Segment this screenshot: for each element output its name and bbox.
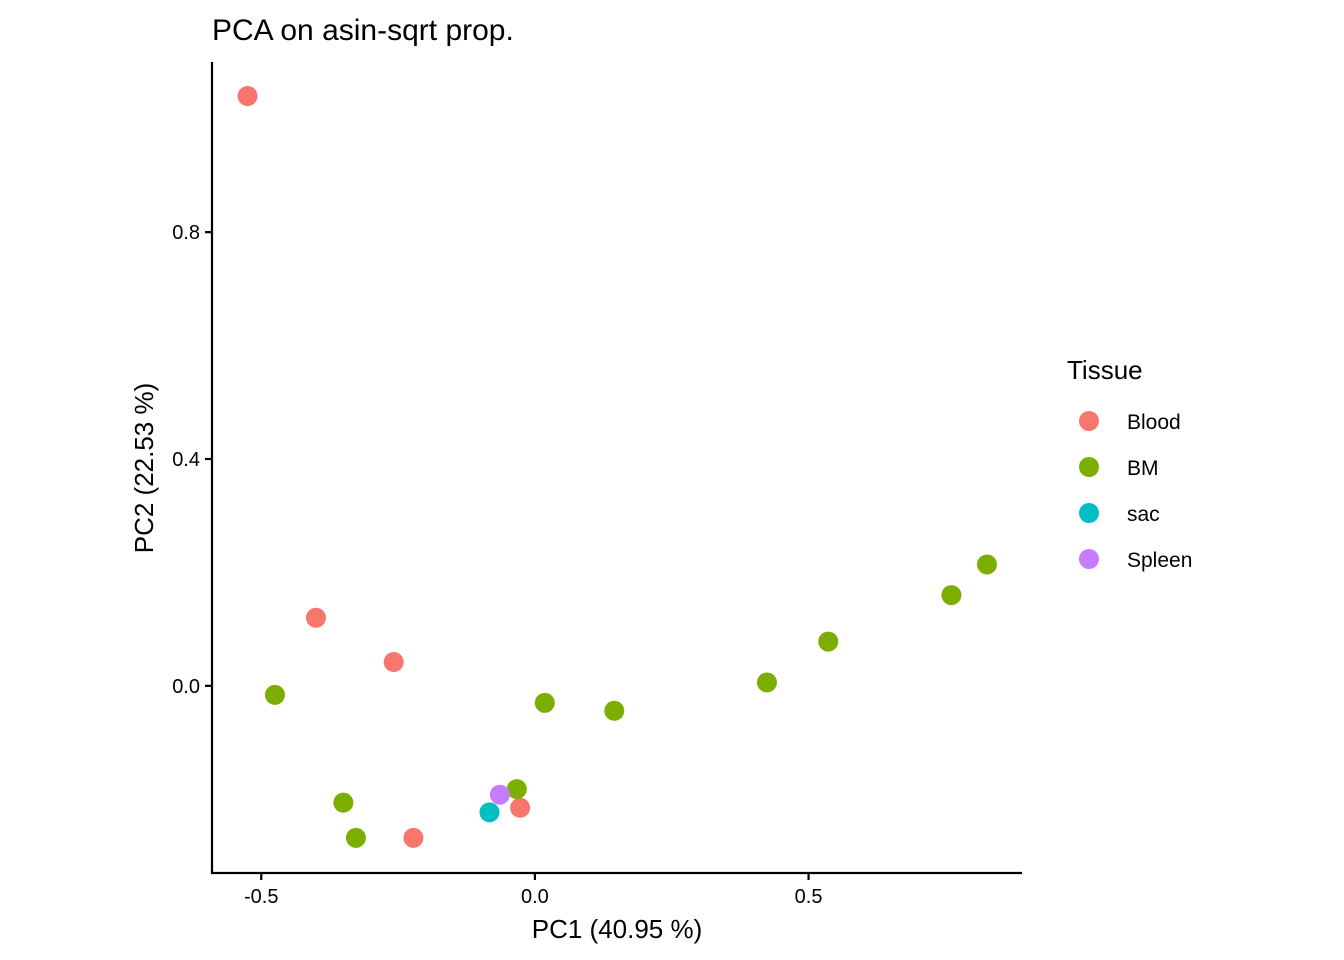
x-tick-label: 0.5	[795, 886, 823, 908]
legend-label-bm: BM	[1127, 457, 1159, 480]
legend-key-sac	[1079, 503, 1099, 523]
point-blood	[237, 86, 258, 107]
y-tick-label: 0.0	[172, 676, 200, 698]
chart-title: PCA on asin-sqrt prop.	[212, 14, 514, 47]
y-tick-label: 0.4	[172, 449, 200, 471]
legend-label-sac: sac	[1127, 503, 1160, 526]
point-bm	[264, 684, 285, 705]
point-bm	[506, 779, 527, 800]
point-bm	[941, 585, 962, 606]
y-axis-label: PC2 (22.53 %)	[129, 383, 159, 554]
legend-label-blood: Blood	[1127, 411, 1181, 434]
legend: Tissue Blood BM sac Spleen	[1067, 355, 1192, 572]
legend-key-bm	[1079, 457, 1099, 477]
legend-key-spleen	[1079, 549, 1099, 569]
y-axis-ticks: 0.0 0.4 0.8	[172, 222, 212, 698]
point-bm	[976, 554, 997, 575]
point-bm	[756, 672, 777, 693]
point-blood	[403, 827, 424, 848]
point-blood	[383, 652, 404, 673]
x-tick-label: 0.0	[521, 886, 549, 908]
x-axis-ticks: -0.5 0.0 0.5	[244, 873, 822, 908]
legend-label-spleen: Spleen	[1127, 549, 1192, 572]
legend-entries: Blood BM sac Spleen	[1079, 411, 1192, 572]
legend-key-blood	[1079, 411, 1099, 431]
point-bm	[604, 700, 625, 721]
point-bm	[534, 692, 555, 713]
point-blood	[305, 607, 326, 628]
x-axis-label: PC1 (40.95 %)	[532, 914, 703, 944]
scatter-points	[237, 86, 997, 848]
point-blood	[510, 797, 531, 818]
point-spleen	[489, 784, 510, 805]
point-sac	[479, 802, 500, 823]
point-bm	[333, 792, 354, 813]
legend-title: Tissue	[1067, 355, 1143, 385]
point-bm	[345, 827, 366, 848]
x-tick-label: -0.5	[244, 886, 278, 908]
y-tick-label: 0.8	[172, 222, 200, 244]
point-bm	[818, 631, 839, 652]
